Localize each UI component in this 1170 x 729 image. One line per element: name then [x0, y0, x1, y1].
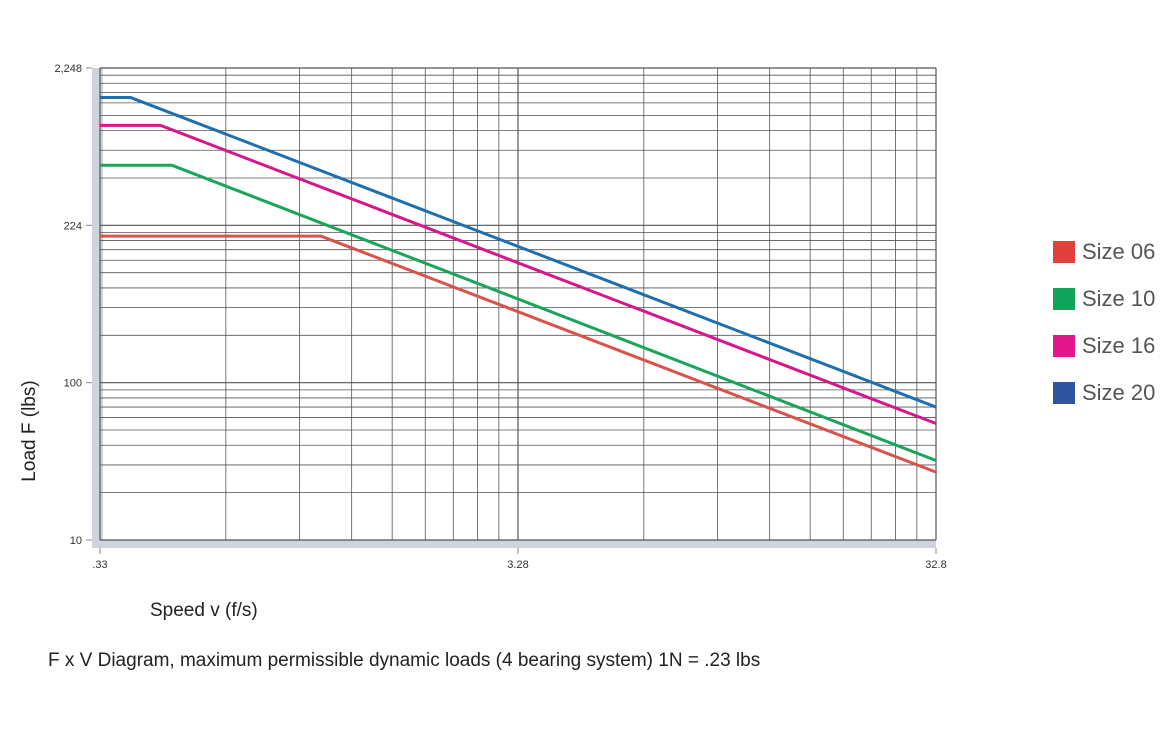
legend-swatch	[1053, 287, 1075, 310]
legend-label: Size 16	[1082, 332, 1156, 358]
series-line-size-10	[100, 163, 937, 462]
series-line-size-20	[100, 95, 937, 409]
legend-item-size-10: Size 10	[1053, 275, 1155, 322]
legend-label: Size 10	[1082, 285, 1156, 311]
chart-caption: F x V Diagram, maximum permissible dynam…	[48, 650, 761, 671]
y-tick-label: 224	[64, 220, 82, 232]
x-axis-label: Speed v (f/s)	[150, 600, 258, 621]
x-tick-label: 32.8	[925, 559, 946, 571]
y-tick-label: 2,248	[54, 63, 82, 75]
legend-swatch	[1053, 334, 1075, 357]
legend-item-size-16: Size 16	[1053, 322, 1155, 369]
legend-swatch	[1053, 381, 1075, 404]
y-axis-label: Load F (lbs)	[19, 380, 40, 482]
series-line-size-06	[100, 234, 937, 474]
legend-label: Size 06	[1082, 238, 1156, 264]
legend: Size 06 Size 10 Size 16 Size 20	[1053, 228, 1155, 416]
legend-label: Size 20	[1082, 379, 1156, 405]
x-tick-label: .33	[92, 559, 107, 571]
legend-item-size-06: Size 06	[1053, 228, 1155, 275]
legend-swatch	[1053, 240, 1075, 263]
x-axis-bar	[92, 540, 936, 548]
x-tick-label: 3.28	[507, 559, 528, 571]
y-tick-label: 10	[70, 535, 82, 547]
series-line-size-16	[100, 123, 937, 425]
legend-item-size-20: Size 20	[1053, 369, 1155, 416]
y-tick-label: 100	[64, 378, 82, 390]
y-axis-bar	[92, 68, 103, 548]
